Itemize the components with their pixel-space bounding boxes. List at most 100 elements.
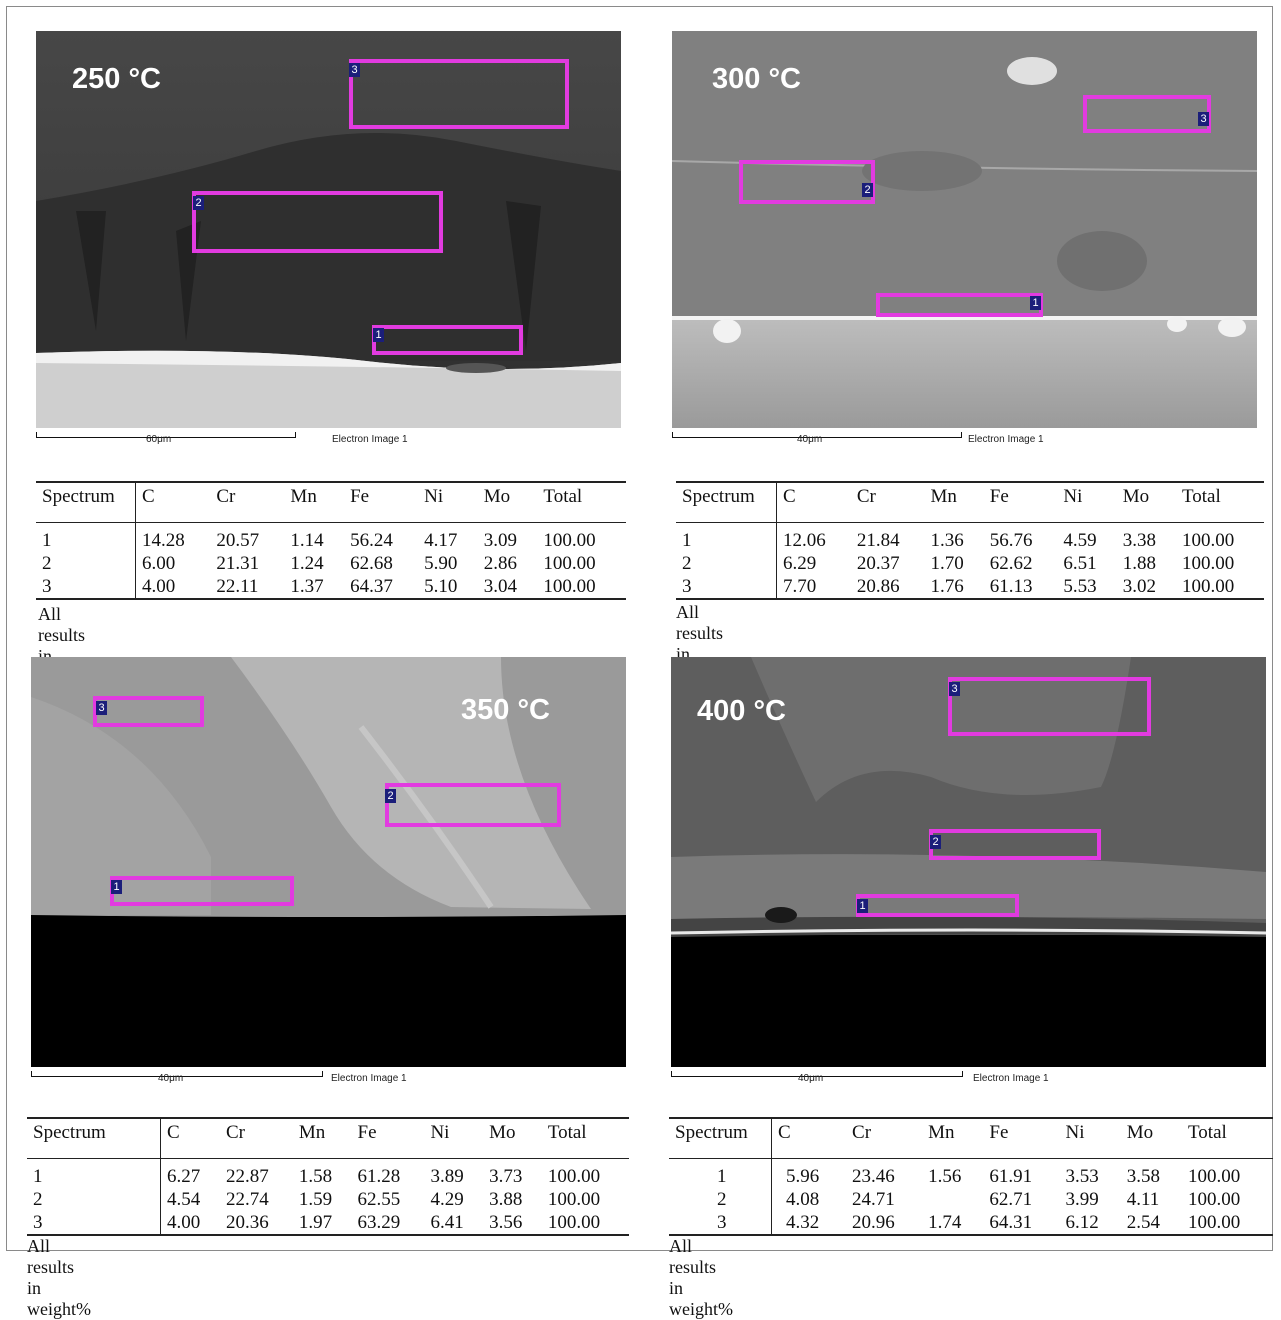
- spectrum-box-3: [1083, 95, 1211, 133]
- cell: 1.58: [298, 1166, 333, 1187]
- cell: 64.37: [344, 575, 419, 600]
- spectrum-box-label: 2: [385, 789, 396, 803]
- temperature-label: 250 °C: [72, 63, 161, 95]
- cell: 56.76: [989, 530, 1033, 551]
- header-total: Total: [541, 1117, 629, 1159]
- temperature-label: 300 °C: [712, 63, 801, 95]
- cell: 100.00: [1181, 553, 1235, 574]
- cell: 61.28: [357, 1166, 401, 1187]
- header-mn: Mn: [292, 1117, 352, 1159]
- spectrum-box-2: [385, 783, 561, 827]
- cell: 3: [676, 575, 777, 600]
- spectrum-box-label: 1: [373, 328, 384, 342]
- header-fe: Fe: [983, 481, 1058, 523]
- scale-row: 60μm Electron Image 1: [36, 432, 621, 448]
- cell: 1.74: [922, 1211, 984, 1236]
- scale-bar: [672, 432, 962, 438]
- cell: 2: [36, 552, 136, 575]
- cell: 1.14: [290, 530, 324, 551]
- table-header-row: Spectrum C Cr Mn Fe Ni Mo Total: [27, 1117, 629, 1159]
- cell: 23.46: [852, 1166, 895, 1187]
- spectrum-box-1: [372, 325, 523, 355]
- cell: 14.28: [142, 530, 185, 551]
- cell: 4.29: [430, 1189, 464, 1210]
- cell: 1: [676, 522, 777, 552]
- spectrum-box-label: 2: [930, 835, 941, 849]
- header-mn: Mn: [284, 481, 345, 523]
- cell: [922, 1188, 983, 1211]
- cell: 6.29: [783, 553, 817, 574]
- header-total: Total: [1182, 1117, 1273, 1159]
- sem-image-400c: 400 °C 3 2 1: [671, 657, 1266, 1067]
- cell: 3.09: [483, 530, 518, 551]
- spectrum-box-1: [876, 293, 1043, 317]
- cell: 6.41: [424, 1211, 484, 1236]
- table-row: 2 6.29 20.37 1.70 62.62 6.51 1.88 100.00: [676, 552, 1264, 575]
- header-c: C: [771, 1117, 847, 1159]
- cell: 3.53: [1065, 1166, 1099, 1187]
- spectrum-box-label: 1: [857, 899, 868, 913]
- cell: 21.31: [216, 553, 260, 574]
- cell: 3.04: [477, 575, 538, 600]
- table-header-row: Spectrum C Cr Mn Fe Ni Mo Total: [36, 481, 626, 523]
- spectrum-box-label: 3: [96, 701, 107, 715]
- table-header-row: Spectrum C Cr Mn Fe Ni Mo Total: [669, 1117, 1273, 1159]
- cell: 1.36: [930, 530, 964, 551]
- scale-row: 40μm Electron Image 1: [672, 432, 1257, 448]
- spectrum-box-label: 3: [949, 682, 960, 696]
- header-mo: Mo: [483, 1117, 542, 1159]
- cell: 1.37: [284, 575, 345, 600]
- sem-micrograph: [31, 657, 626, 1067]
- table-row: 3 4.32 20.96 1.74 64.31 6.12 2.54 100.00: [669, 1211, 1273, 1236]
- cell: 7.70: [776, 575, 851, 600]
- scale-bar: [671, 1071, 963, 1077]
- table-header-row: Spectrum C Cr Mn Fe Ni Mo Total: [676, 481, 1264, 523]
- sem-image-350c: 350 °C 3 2 1: [31, 657, 626, 1067]
- cell: 1: [27, 1158, 161, 1188]
- cell: 3.38: [1122, 530, 1156, 551]
- header-mo: Mo: [477, 481, 538, 523]
- cell: 3.88: [489, 1189, 523, 1210]
- cell: 6.00: [142, 553, 176, 574]
- table-row: 3 4.00 22.11 1.37 64.37 5.10 3.04 100.00: [36, 575, 626, 600]
- spectrum-box-3: [948, 677, 1151, 736]
- sem-micrograph: [672, 31, 1257, 428]
- scale-bar: [36, 432, 296, 438]
- cell: 3.89: [430, 1166, 464, 1187]
- scale-row: 40μm Electron Image 1: [31, 1071, 626, 1087]
- table-row: 3 4.00 20.36 1.97 63.29 6.41 3.56 100.00: [27, 1211, 629, 1236]
- scale-row: 40μm Electron Image 1: [671, 1071, 1266, 1087]
- header-fe: Fe: [351, 1117, 425, 1159]
- cell: 100.00: [547, 1189, 601, 1210]
- header-fe: Fe: [344, 481, 419, 523]
- header-spectrum: Spectrum: [669, 1117, 772, 1159]
- table-row: 2 4.08 24.71 62.71 3.99 4.11 100.00: [669, 1188, 1273, 1211]
- header-mn: Mn: [922, 1117, 984, 1159]
- header-mo: Mo: [1116, 481, 1176, 523]
- header-cr: Cr: [850, 481, 925, 523]
- spectrum-box-3: [93, 696, 204, 727]
- cell: 100.00: [537, 575, 626, 600]
- cell: 4.54: [167, 1189, 201, 1210]
- cell: 1.70: [930, 553, 964, 574]
- cell: 4.00: [135, 575, 211, 600]
- cell: 1.88: [1122, 553, 1156, 574]
- cell: 5.53: [1057, 575, 1117, 600]
- image-caption: Electron Image 1: [332, 434, 408, 445]
- spectrum-box-label: 3: [349, 63, 360, 77]
- table-row: 1 5.96 23.46 1.56 61.91 3.53 3.58 100.00: [669, 1158, 1273, 1188]
- header-spectrum: Spectrum: [36, 481, 136, 523]
- cell: 12.06: [783, 530, 826, 551]
- cell: 3.56: [483, 1211, 542, 1236]
- header-total: Total: [1175, 481, 1264, 523]
- cell: 2.86: [483, 553, 518, 574]
- cell: 5.90: [424, 553, 458, 574]
- cell: 22.74: [225, 1189, 269, 1210]
- eds-table-400c: Spectrum C Cr Mn Fe Ni Mo Total 1 5.96 2…: [669, 1117, 1273, 1236]
- cell: 62.55: [357, 1189, 401, 1210]
- cell: 22.11: [210, 575, 285, 600]
- scale-label: 40μm: [158, 1073, 184, 1084]
- image-caption: Electron Image 1: [968, 434, 1044, 445]
- header-ni: Ni: [418, 481, 478, 523]
- cell: 2: [669, 1188, 772, 1211]
